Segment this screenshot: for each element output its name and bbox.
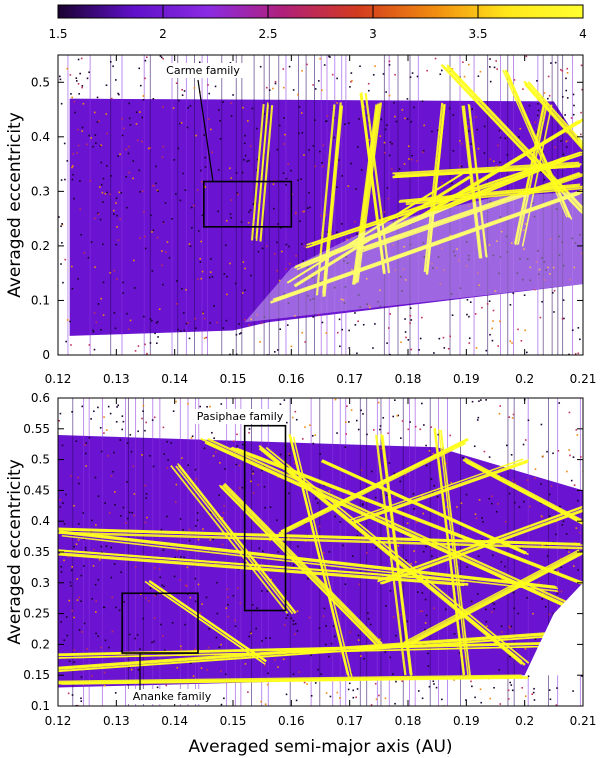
x-tick-label: 0.19 [453, 714, 480, 728]
x-tick-label: 0.16 [278, 372, 305, 386]
colorbar-tick-label: 2.5 [258, 27, 277, 41]
x-tick-label: 0.12 [45, 372, 72, 386]
annotation-pointer [197, 79, 214, 182]
family-box [121, 592, 199, 654]
top-panel: 0.12 0.13 0.14 0.15 0.16 0.17 0.18 0.19 0.2 0.21 0… [5, 54, 597, 386]
y-tick-label: 0.2 [31, 637, 50, 651]
y-tick-label: 0.2 [31, 239, 50, 253]
y-tick-label: 0.4 [31, 130, 50, 144]
plot-frame [57, 54, 584, 356]
x-tick-label: 0.15 [220, 714, 247, 728]
family-box [243, 424, 287, 612]
chaotic-streaks [58, 427, 583, 685]
x-tick-label: 0.16 [278, 714, 305, 728]
y-axis-label: Averaged eccentricity [5, 112, 25, 298]
colorbar-tick-label: 4 [579, 27, 587, 41]
colorbar-tick-label: 1.5 [48, 27, 67, 41]
family-box [203, 180, 293, 228]
annotation-label-bg [158, 63, 248, 78]
stable-region [69, 98, 583, 336]
y-tick-label: 0.1 [31, 699, 50, 713]
y-tick-label: 0.55 [23, 422, 50, 436]
y-tick-label: 0.25 [23, 607, 50, 621]
x-tick-label: 0.14 [161, 714, 188, 728]
heatmap-area [58, 55, 583, 355]
annotation-label: Carme family [166, 64, 240, 77]
y-tick-label: 0.5 [31, 75, 50, 89]
colorbar: 1.5 2 2.5 3 3.5 4 [48, 4, 587, 41]
x-tick-label: 0.18 [395, 372, 422, 386]
x-tick-label: 0.17 [336, 372, 363, 386]
annotation-label: Ananke family [133, 690, 212, 703]
empty-regions [244, 191, 583, 323]
x-tick-label: 0.15 [220, 372, 247, 386]
y-tick-label: 0.3 [31, 184, 50, 198]
y-tick-label: 0.6 [31, 391, 50, 405]
y-tick-label: 0.1 [31, 293, 50, 307]
y-tick-label: 0.45 [23, 483, 50, 497]
annotation-label-bg [127, 689, 217, 704]
bottom-panel: 0.12 0.13 0.14 0.15 0.16 0.17 0.18 0.19 0.2 0.21 0… [5, 391, 596, 757]
x-tick-label: 0.13 [103, 714, 130, 728]
x-tick-label: 0.2 [515, 372, 534, 386]
y-tick-label: 0.15 [23, 668, 50, 682]
x-axis-label: Averaged semi-major axis (AU) [188, 737, 452, 757]
x-tick-label: 0.21 [570, 372, 597, 386]
heatmap-area [58, 398, 583, 706]
y-tick-label: 0.35 [23, 545, 50, 559]
y-tick-label: 0 [42, 348, 50, 362]
family-annotation: Ananke family [121, 592, 217, 704]
x-tick-label: 0.14 [161, 372, 188, 386]
x-tick-label: 0.18 [395, 714, 422, 728]
x-tick-label: 0.19 [453, 372, 480, 386]
x-tick-label: 0.12 [45, 714, 72, 728]
x-tick-label: 0.13 [103, 372, 130, 386]
y-tick-label: 0.3 [31, 576, 50, 590]
x-tick-label: 0.17 [336, 714, 363, 728]
y-tick-label: 0.4 [31, 514, 50, 528]
annotation-label-bg [195, 409, 285, 424]
annotation-label: Pasiphae family [197, 410, 284, 423]
chaotic-streaks [250, 63, 583, 304]
x-tick-label: 0.2 [515, 714, 534, 728]
colorbar-gradient [57, 4, 584, 19]
family-annotation: Pasiphae family [195, 409, 287, 612]
colorbar-tick-label: 3 [369, 27, 377, 41]
texture-lines [67, 55, 574, 355]
y-axis-label: Averaged eccentricity [5, 459, 25, 645]
y-tick-label: 0.5 [31, 453, 50, 467]
colorbar-tick-label: 2 [159, 27, 167, 41]
colorbar-tick-label: 3.5 [468, 27, 487, 41]
x-tick-label: 0.21 [570, 714, 597, 728]
family-annotation: Carme family [158, 63, 293, 228]
empty-regions [524, 582, 583, 676]
